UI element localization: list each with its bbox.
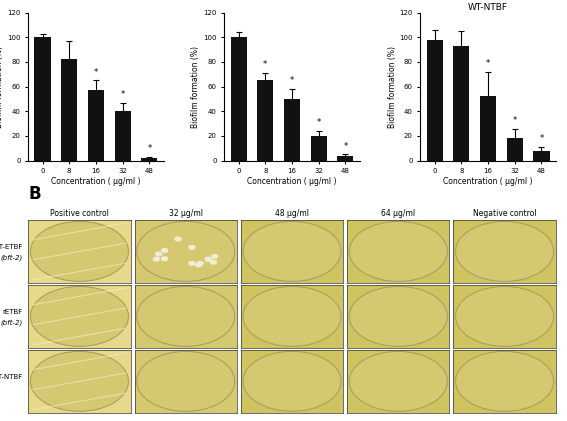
- Circle shape: [243, 286, 341, 346]
- Text: *: *: [290, 76, 294, 85]
- Bar: [534, 151, 549, 161]
- Text: 32 μg/ml: 32 μg/ml: [169, 209, 203, 218]
- Circle shape: [211, 255, 218, 258]
- Text: *: *: [316, 118, 321, 127]
- Text: *: *: [263, 60, 268, 69]
- Bar: [141, 158, 158, 161]
- Circle shape: [162, 249, 168, 252]
- Bar: [115, 111, 130, 161]
- Bar: [480, 96, 496, 161]
- Text: WT-ETBF(: WT-ETBF(: [53, 0, 96, 1]
- Text: *: *: [486, 59, 490, 68]
- Circle shape: [349, 286, 447, 346]
- Text: WT-NTBF: WT-NTBF: [0, 374, 23, 380]
- Bar: [284, 99, 300, 161]
- Text: *: *: [121, 90, 125, 99]
- Bar: [88, 91, 104, 161]
- Text: *: *: [94, 68, 98, 77]
- Bar: [61, 59, 77, 161]
- Text: *: *: [539, 134, 544, 144]
- Circle shape: [196, 263, 201, 267]
- Text: 48 μg/ml: 48 μg/ml: [275, 209, 309, 218]
- Circle shape: [205, 257, 211, 261]
- Text: rETBF: rETBF: [2, 309, 23, 315]
- Circle shape: [162, 257, 168, 261]
- Title: WT-NTBF: WT-NTBF: [468, 3, 508, 12]
- Text: (bft-2): (bft-2): [1, 320, 23, 326]
- Circle shape: [155, 252, 162, 256]
- Text: bft-2): bft-2): [292, 0, 317, 1]
- Text: 64 μg/ml: 64 μg/ml: [381, 209, 416, 218]
- Bar: [35, 37, 50, 161]
- Circle shape: [153, 257, 159, 261]
- Circle shape: [243, 352, 341, 411]
- Text: *: *: [147, 144, 151, 153]
- Bar: [507, 139, 523, 161]
- Circle shape: [210, 260, 217, 264]
- Circle shape: [197, 261, 203, 265]
- Circle shape: [31, 286, 129, 346]
- Bar: [426, 40, 443, 161]
- Text: WT-ETBF: WT-ETBF: [0, 244, 23, 250]
- Y-axis label: Biofilm formation (%): Biofilm formation (%): [192, 45, 201, 128]
- Text: bft-2): bft-2): [96, 0, 121, 1]
- Circle shape: [455, 286, 553, 346]
- Text: (bft-2): (bft-2): [1, 254, 23, 261]
- X-axis label: Concentration ( μg/ml ): Concentration ( μg/ml ): [247, 177, 337, 186]
- X-axis label: Concentration ( μg/ml ): Concentration ( μg/ml ): [443, 177, 533, 186]
- Text: rETBF(: rETBF(: [263, 0, 292, 1]
- Text: *: *: [344, 142, 348, 151]
- Circle shape: [349, 221, 447, 281]
- Text: Negative control: Negative control: [473, 209, 536, 218]
- Bar: [257, 80, 273, 161]
- Bar: [311, 136, 327, 161]
- Bar: [337, 156, 353, 161]
- Bar: [454, 46, 469, 161]
- Y-axis label: Biofilm formation (%): Biofilm formation (%): [387, 45, 396, 128]
- Y-axis label: Biofilm formation (%): Biofilm formation (%): [0, 45, 5, 128]
- Circle shape: [243, 221, 341, 281]
- Circle shape: [175, 237, 181, 241]
- Circle shape: [349, 352, 447, 411]
- Circle shape: [31, 352, 129, 411]
- Text: B: B: [28, 185, 41, 203]
- Bar: [231, 37, 247, 161]
- Text: *: *: [513, 116, 517, 125]
- Circle shape: [137, 286, 235, 346]
- Circle shape: [455, 221, 553, 281]
- Circle shape: [189, 245, 195, 249]
- Circle shape: [137, 221, 235, 281]
- Text: Positive control: Positive control: [50, 209, 109, 218]
- Circle shape: [455, 352, 553, 411]
- Circle shape: [137, 352, 235, 411]
- X-axis label: Concentration ( μg/ml ): Concentration ( μg/ml ): [51, 177, 141, 186]
- Circle shape: [189, 261, 195, 265]
- Circle shape: [31, 221, 129, 281]
